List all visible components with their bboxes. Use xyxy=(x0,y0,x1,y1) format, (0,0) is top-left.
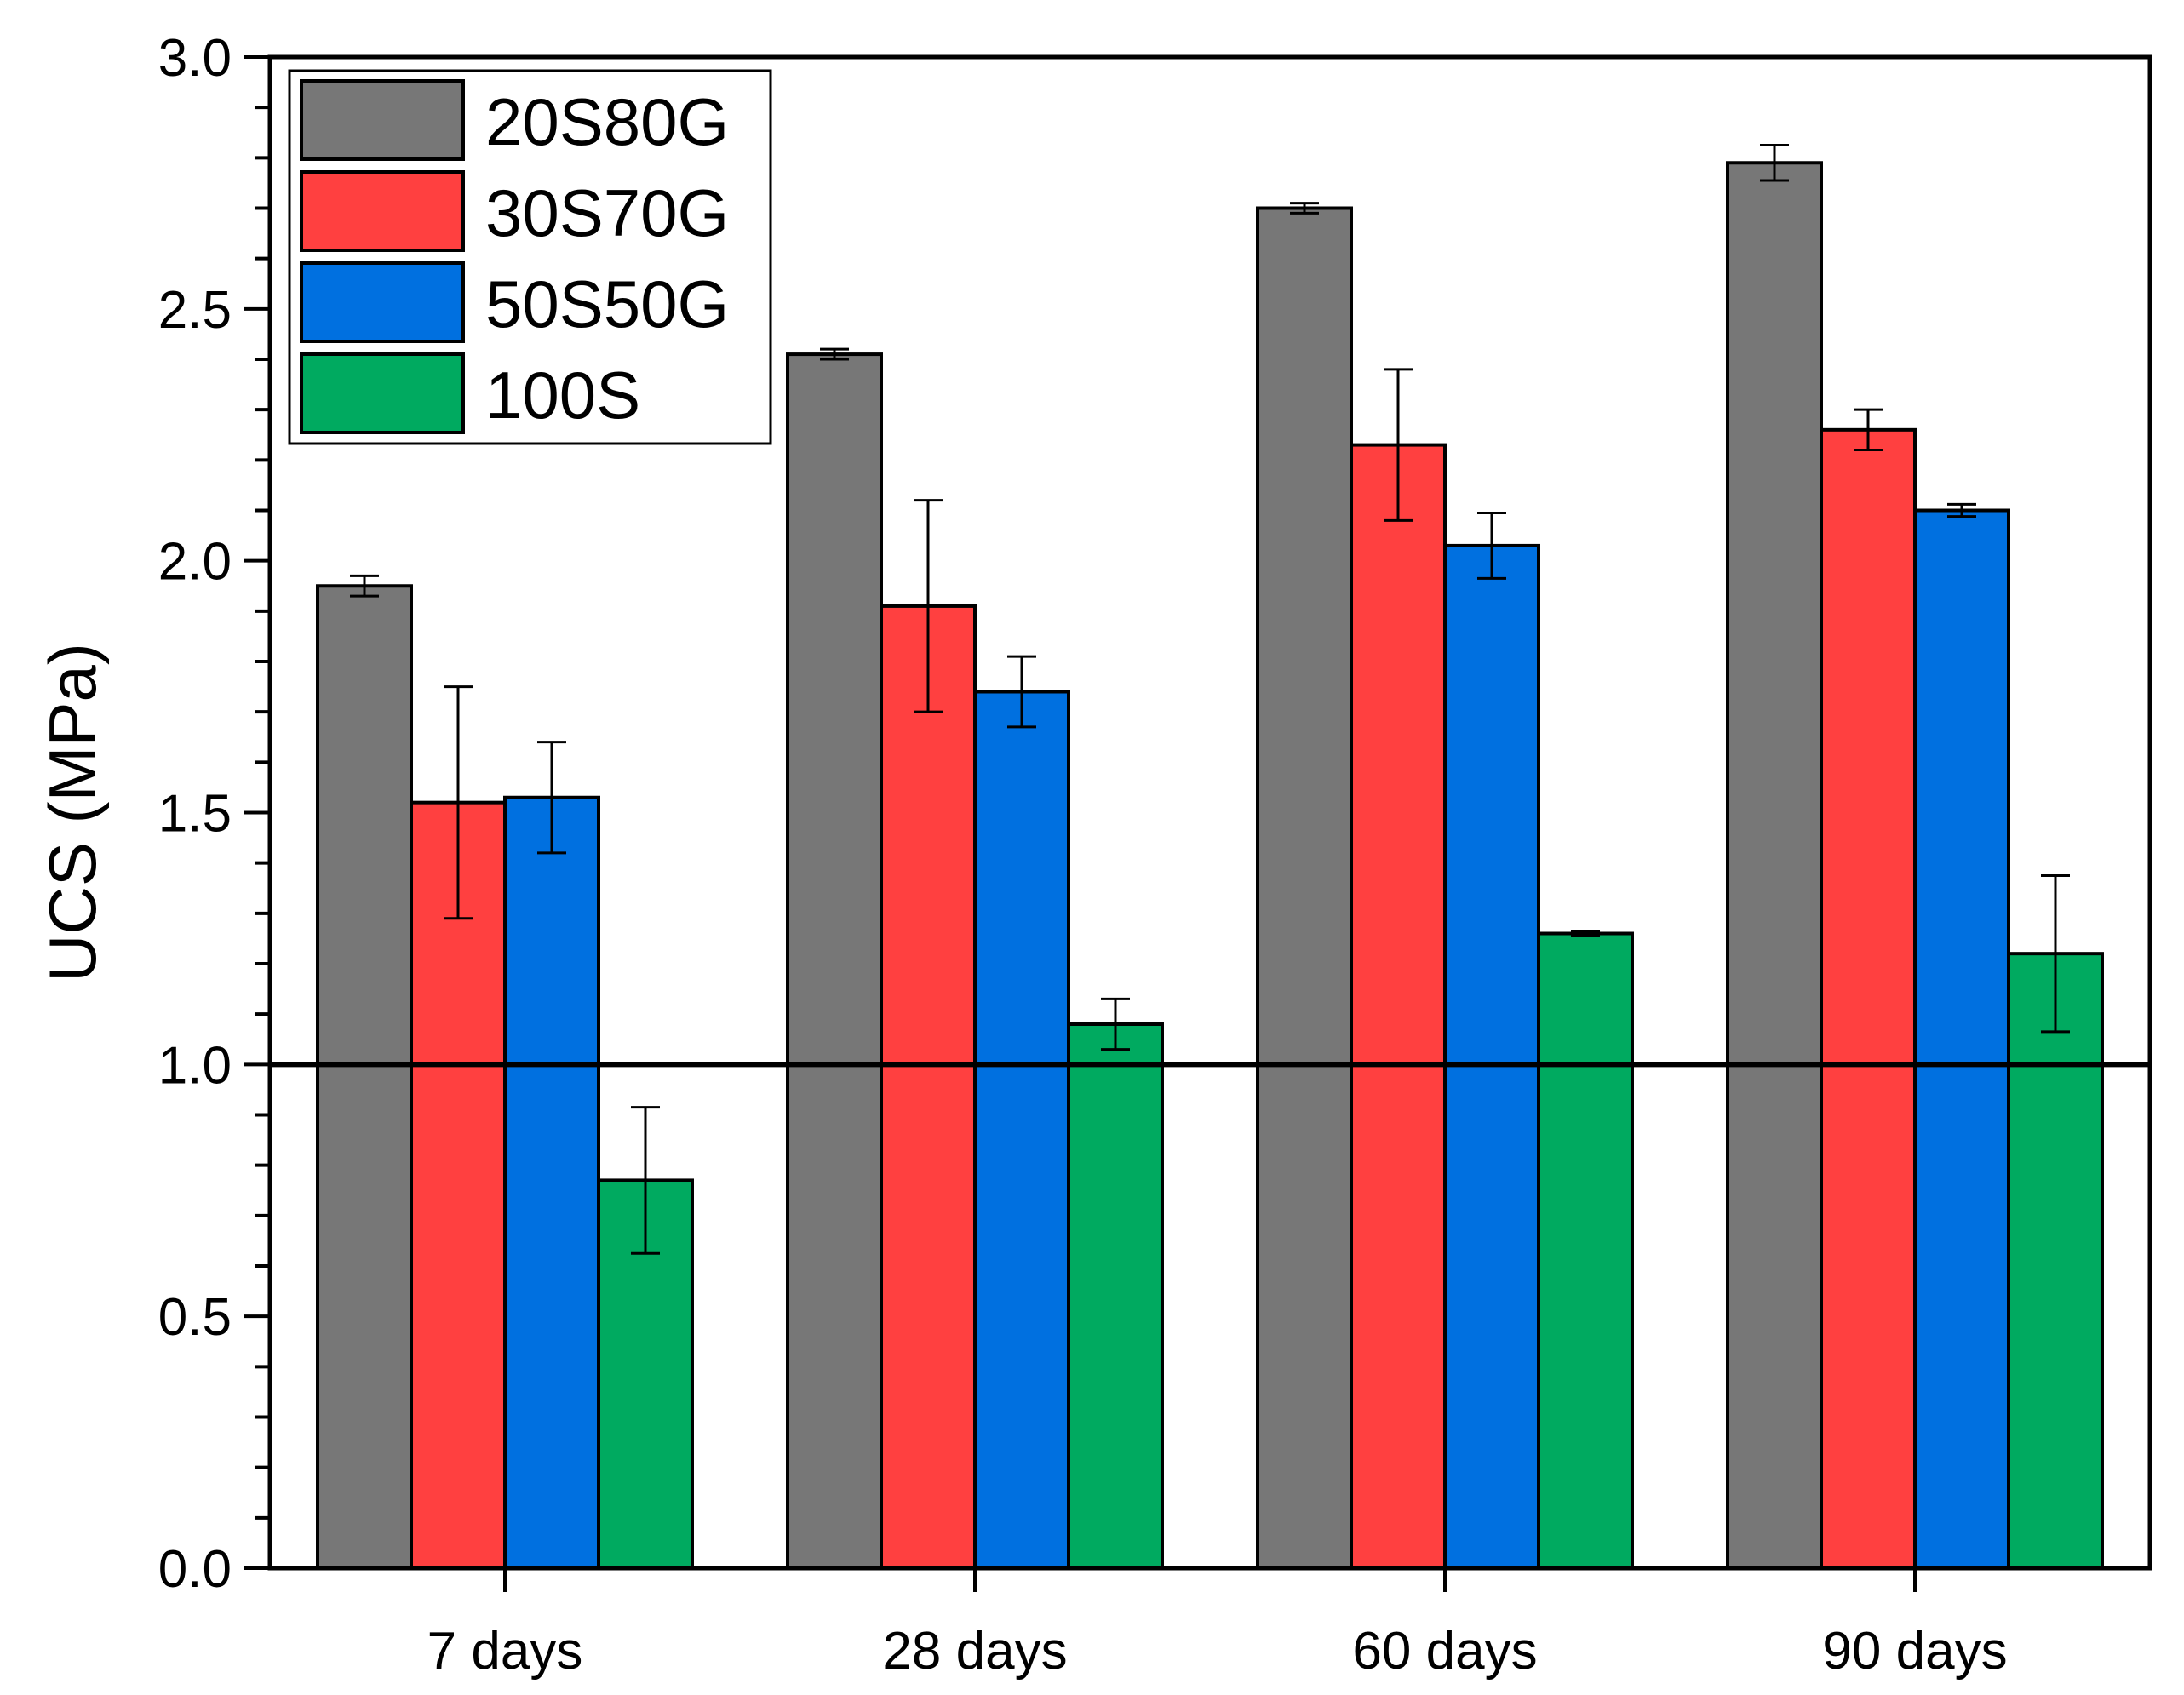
error-bar-20s80g-60-days xyxy=(1290,202,1319,215)
y-tick-label: 1.5 xyxy=(158,785,232,844)
error-bar-50s50g-7-days xyxy=(537,741,566,855)
error-bar-50s50g-28-days xyxy=(1007,655,1036,729)
legend-swatch-30s70g xyxy=(300,170,465,252)
y-tick-label: 3.0 xyxy=(158,29,232,88)
bar-100s-28-days xyxy=(1067,1022,1164,1570)
error-bar-100s-28-days xyxy=(1101,997,1130,1051)
bar-30s70g-60-days xyxy=(1350,443,1447,1570)
legend-label-30s70g: 30S70G xyxy=(485,175,729,250)
error-bar-20s80g-90-days xyxy=(1760,144,1789,182)
bars-layer xyxy=(316,161,2104,1571)
legend-label-100s: 100S xyxy=(485,358,640,432)
bar-50s50g-90-days xyxy=(1913,508,2010,1570)
y-axis-title: UCS (MPa) xyxy=(35,643,110,982)
bar-20s80g-7-days xyxy=(316,584,413,1570)
bar-20s80g-90-days xyxy=(1726,161,1823,1570)
legend-swatch-50s50g xyxy=(300,261,465,343)
bar-20s80g-28-days xyxy=(786,352,883,1570)
error-bar-100s-90-days xyxy=(2041,873,2070,1034)
y-tick-label: 2.5 xyxy=(158,281,232,340)
y-tick-label: 2.0 xyxy=(158,533,232,592)
error-bar-100s-60-days xyxy=(1571,930,1600,937)
x-tick-label: 90 days xyxy=(1822,1622,2007,1681)
y-tick-label: 0.0 xyxy=(158,1540,232,1599)
y-tick-label: 1.0 xyxy=(158,1036,232,1095)
bar-30s70g-7-days xyxy=(410,800,507,1570)
error-bar-50s50g-90-days xyxy=(1947,502,1976,518)
bar-50s50g-60-days xyxy=(1443,543,1540,1571)
bar-50s50g-7-days xyxy=(503,795,600,1570)
error-bar-30s70g-7-days xyxy=(444,685,473,920)
error-bar-20s80g-28-days xyxy=(820,347,849,361)
legend-label-20s80g: 20S80G xyxy=(485,84,729,159)
x-tick-label: 7 days xyxy=(427,1622,583,1681)
error-bar-50s50g-60-days xyxy=(1477,511,1506,580)
error-bar-30s70g-60-days xyxy=(1384,368,1413,522)
y-tick-label: 0.5 xyxy=(158,1288,232,1347)
legend-label-50s50g: 50S50G xyxy=(485,266,729,341)
error-bar-100s-7-days xyxy=(631,1106,660,1255)
error-bar-20s80g-7-days xyxy=(350,574,379,598)
x-tick-label: 28 days xyxy=(882,1622,1067,1681)
error-bar-30s70g-28-days xyxy=(914,499,943,713)
bar-100s-90-days xyxy=(2007,952,2104,1570)
bar-30s70g-28-days xyxy=(880,604,977,1571)
bar-20s80g-60-days xyxy=(1256,206,1353,1570)
x-tick-label: 60 days xyxy=(1352,1622,1537,1681)
error-bars-layer xyxy=(350,144,2070,1255)
bar-100s-7-days xyxy=(597,1178,694,1570)
axes-layer: 0.0 0.5 1.0 1.5 2.0 2.5 3.0 7 days 28 days 60 day… xyxy=(35,29,2152,1681)
legend-swatch-100s xyxy=(300,352,465,434)
legend: 20S80G 30S70G 50S50G 100S xyxy=(288,69,772,445)
bar-100s-60-days xyxy=(1537,931,1634,1570)
bar-50s50g-28-days xyxy=(973,690,1070,1570)
legend-swatch-20s80g xyxy=(300,79,465,161)
bar-30s70g-90-days xyxy=(1820,427,1917,1570)
error-bar-30s70g-90-days xyxy=(1854,408,1883,451)
